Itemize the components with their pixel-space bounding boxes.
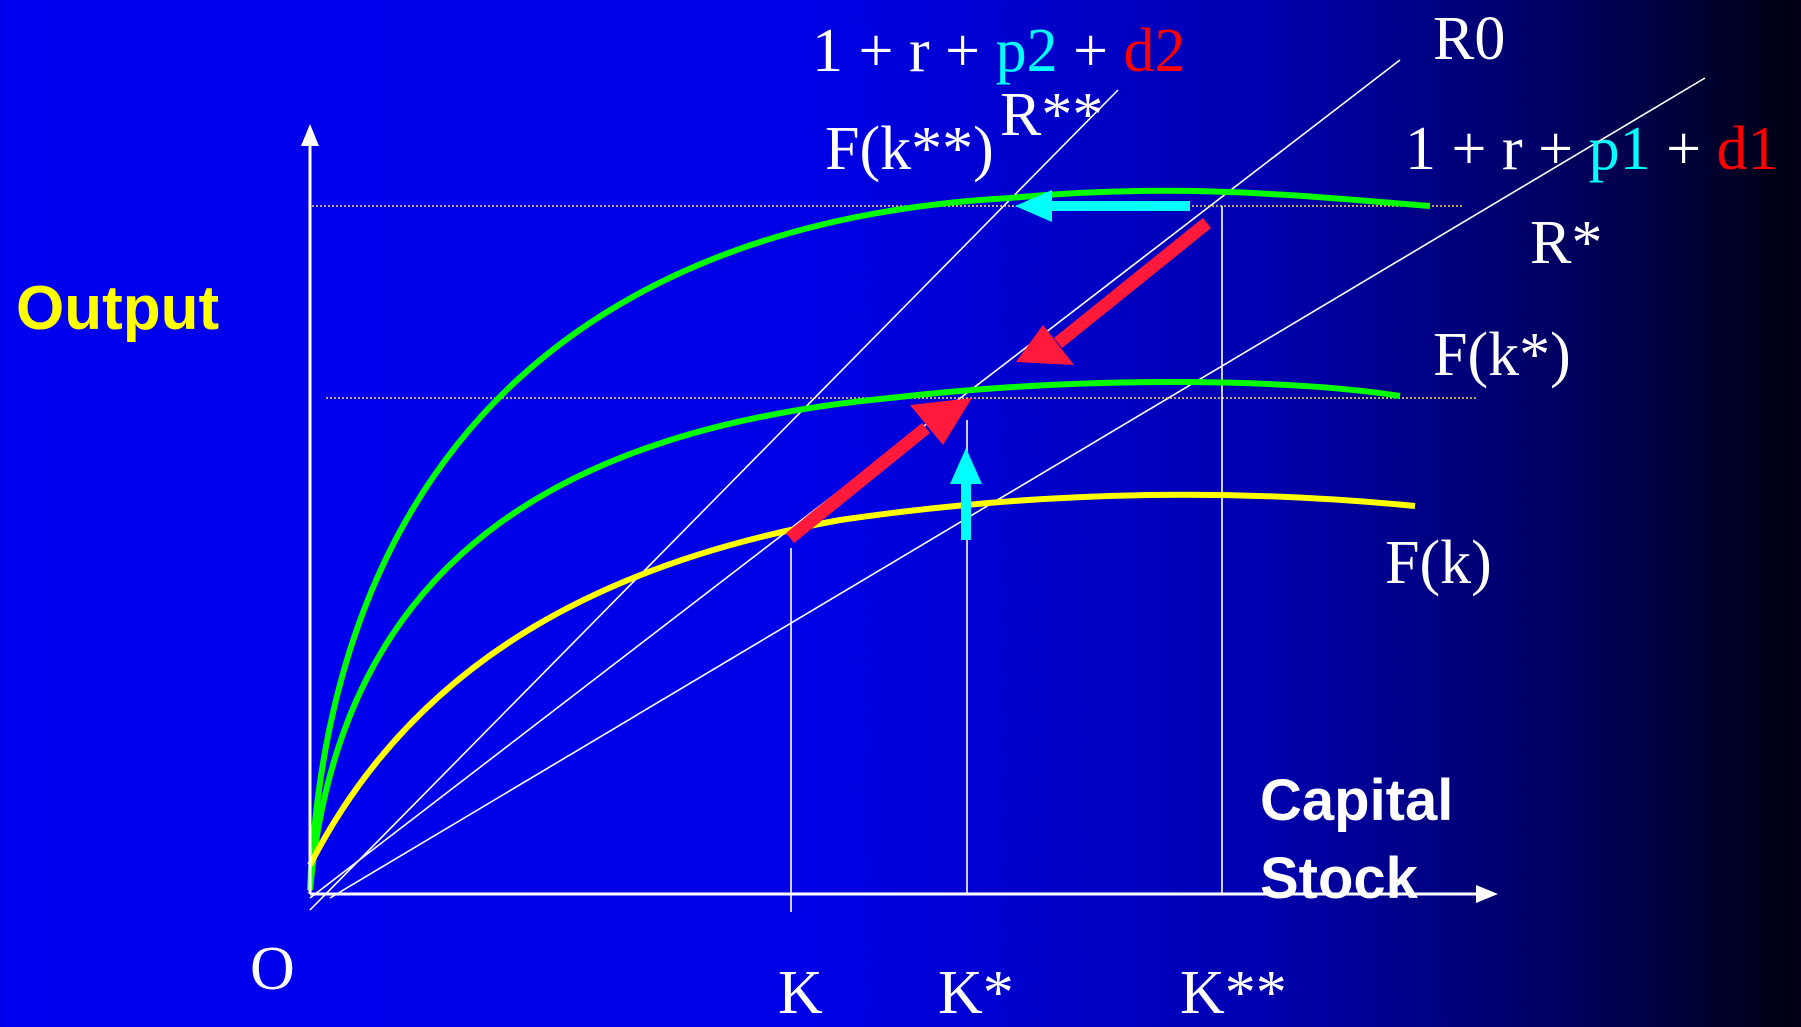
- origin-label: O: [250, 935, 295, 1003]
- curve-fk: [307, 491, 1416, 867]
- k-label: K: [778, 959, 823, 1027]
- curve-fk-double-star: [307, 187, 1431, 891]
- cyan-arrow-icon: [1015, 190, 1052, 222]
- rate-1-premium: p1: [1588, 115, 1651, 183]
- y-axis-label: Output: [16, 274, 220, 343]
- r-star-label: R*: [1530, 209, 1603, 277]
- k-star-label: K*: [938, 959, 1014, 1027]
- red-arrow-icon: [1016, 325, 1074, 365]
- rate-1-plus: +: [1650, 115, 1717, 183]
- r0-label: R0: [1433, 5, 1506, 73]
- red-arrow-icon: [1053, 217, 1212, 349]
- curve-fk-star: [307, 378, 1401, 891]
- ray-r-double-star: [309, 89, 1119, 911]
- rate-1-base: 1 + r +: [1405, 115, 1589, 183]
- rate-2-premium: p2: [995, 17, 1058, 85]
- cyan-arrow-icon: [950, 448, 982, 484]
- axis-arrowhead-icon: [1476, 885, 1498, 903]
- red-arrow-icon: [910, 398, 972, 445]
- ray-r-star: [329, 77, 1706, 899]
- fk-star-label: F(k*): [1433, 321, 1571, 389]
- rate-2-plus: +: [1057, 17, 1124, 85]
- axis-arrowhead-icon: [301, 124, 319, 146]
- r-double-star-label: R**: [1000, 81, 1104, 149]
- fk-label: F(k): [1385, 529, 1492, 597]
- rate-1-label: 1 + r + p1 + d1: [1405, 118, 1779, 180]
- x-axis-label-line2: Stock: [1260, 846, 1418, 911]
- red-arrow-icon: [785, 422, 931, 544]
- rate-2-depreciation: d2: [1123, 17, 1186, 85]
- x-axis-label-line1: Capital: [1260, 768, 1454, 833]
- rate-2-label: 1 + r + p2 + d2: [812, 20, 1186, 82]
- rate-1-depreciation: d1: [1716, 115, 1779, 183]
- rate-2-base: 1 + r +: [812, 17, 996, 85]
- fk-double-star-label: F(k**): [825, 115, 994, 183]
- k-double-star-label: K**: [1180, 959, 1287, 1027]
